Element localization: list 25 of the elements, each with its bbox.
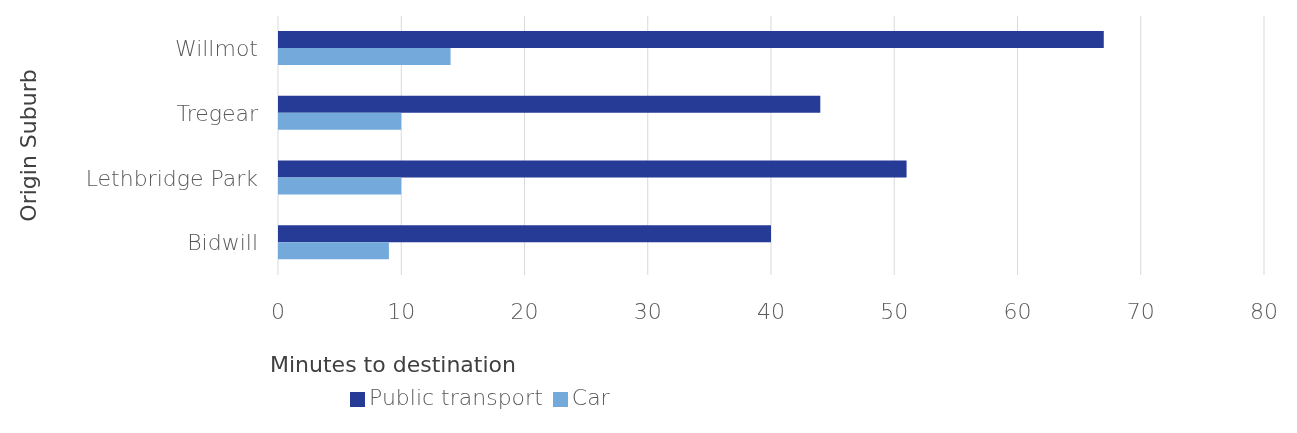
x-tick-label: 10	[387, 298, 416, 324]
x-tick-label: 60	[1003, 298, 1032, 324]
bar	[278, 30, 1104, 48]
legend-label: Car	[571, 385, 610, 410]
bar	[278, 47, 451, 65]
y-tick-label: Willmot	[174, 36, 258, 62]
bar	[278, 242, 389, 260]
bar	[278, 177, 402, 195]
x-tick-label: 80	[1250, 298, 1278, 324]
bar	[278, 112, 402, 130]
y-axis-title: Origin Suburb	[16, 69, 41, 222]
x-tick-label: 40	[757, 298, 785, 324]
y-tick-label: Tregear	[176, 100, 259, 126]
x-tick-label: 50	[880, 298, 909, 324]
x-axis-title: Minutes to destination	[270, 352, 516, 377]
legend-label: Public transport	[369, 385, 543, 410]
x-tick-label: 30	[633, 298, 662, 324]
bar	[278, 95, 821, 113]
bar	[278, 225, 771, 243]
x-tick-label: 20	[510, 298, 539, 324]
bar	[278, 160, 907, 178]
y-tick-label: Lethbridge Park	[85, 165, 259, 191]
x-tick-label: 0	[271, 298, 285, 324]
y-tick-label: Bidwill	[187, 230, 258, 256]
x-tick-label: 70	[1126, 298, 1155, 324]
